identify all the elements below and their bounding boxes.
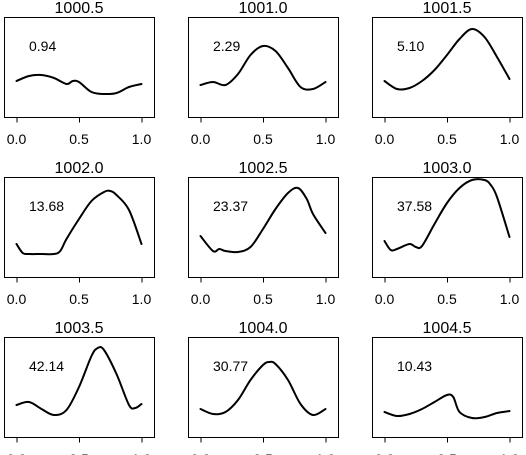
x-tick-label: 1.0 (132, 131, 152, 147)
panel-frame (372, 337, 523, 438)
x-tick-label: 0.0 (7, 291, 27, 307)
panel-1003.5: 1003.5 42.14 0.0 0.5 1.0 (4, 320, 155, 455)
panel-frame (372, 177, 523, 278)
x-tick-label: 1.0 (500, 131, 520, 147)
x-tick-label: 1.0 (132, 291, 152, 307)
panel-title: 1001.0 (239, 0, 288, 17)
series-line (383, 27, 511, 91)
panel-annotation: 0.94 (29, 38, 56, 54)
x-tick-label: 0.0 (375, 291, 395, 307)
x-tick-label: 0.5 (69, 291, 89, 307)
panel-frame (188, 17, 339, 118)
panel-annotation: 10.43 (397, 358, 432, 374)
x-tick-label: 0.5 (69, 451, 89, 455)
series-line (199, 360, 327, 417)
series-line (199, 186, 327, 254)
x-tick-label: 0.0 (7, 131, 27, 147)
x-tick-label: 0.5 (437, 131, 457, 147)
series-line (383, 393, 511, 420)
panel-annotation: 42.14 (29, 358, 64, 374)
series-line (199, 44, 327, 91)
x-tick-label: 1.0 (316, 131, 336, 147)
series-line (15, 346, 143, 417)
panel-1002.0: 1002.0 13.68 0.0 0.5 1.0 (4, 160, 155, 307)
panel-annotation: 23.37 (213, 198, 248, 214)
panel-annotation: 13.68 (29, 198, 64, 214)
panel-title: 1001.5 (423, 0, 472, 17)
panel-annotation: 37.58 (397, 198, 432, 214)
x-tick-label: 1.0 (500, 291, 520, 307)
x-tick-label: 1.0 (500, 451, 520, 455)
x-tick-label: 0.5 (253, 451, 273, 455)
x-tick-label: 0.5 (253, 291, 273, 307)
panel-frame (4, 177, 155, 278)
panel-1000.5: 1000.5 0.94 0.0 0.5 1.0 (4, 0, 155, 147)
panel-annotation: 2.29 (213, 38, 240, 54)
x-tick-label: 0.5 (253, 131, 273, 147)
panel-1003.0: 1003.0 37.58 0.0 0.5 1.0 (372, 160, 523, 307)
x-tick-label: 0.0 (375, 131, 395, 147)
panel-1001.0: 1001.0 2.29 0.0 0.5 1.0 (188, 0, 339, 147)
panel-1004.0: 1004.0 30.77 0.0 0.5 1.0 (188, 320, 339, 455)
x-tick-label: 0.5 (437, 451, 457, 455)
panel-frame (4, 17, 155, 118)
x-tick-label: 0.0 (375, 451, 395, 455)
panel-title: 1003.0 (423, 160, 472, 177)
x-tick-label: 0.0 (7, 451, 27, 455)
panel-title: 1004.0 (239, 320, 288, 337)
panel-1004.5: 1004.5 10.43 0.0 0.5 1.0 (372, 320, 523, 455)
panel-title: 1000.5 (55, 0, 104, 17)
panel-title: 1002.0 (55, 160, 104, 177)
x-tick-label: 0.0 (191, 451, 211, 455)
panel-title: 1003.5 (55, 320, 104, 337)
x-tick-label: 1.0 (132, 451, 152, 455)
x-tick-label: 0.0 (191, 291, 211, 307)
x-tick-label: 0.0 (191, 131, 211, 147)
panel-title: 1004.5 (423, 320, 472, 337)
panel-1001.5: 1001.5 5.10 0.0 0.5 1.0 (372, 0, 523, 147)
panel-1002.5: 1002.5 23.37 0.0 0.5 1.0 (188, 160, 339, 307)
panel-frame (372, 17, 523, 118)
series-line (383, 178, 511, 252)
x-tick-label: 0.5 (437, 291, 457, 307)
series-line (15, 189, 143, 256)
panel-frame (188, 337, 339, 438)
x-tick-label: 1.0 (316, 451, 336, 455)
panel-annotation: 5.10 (397, 38, 424, 54)
x-tick-label: 0.5 (69, 131, 89, 147)
panel-title: 1002.5 (239, 160, 288, 177)
series-line (15, 73, 143, 96)
x-tick-label: 1.0 (316, 291, 336, 307)
panel-annotation: 30.77 (213, 358, 248, 374)
